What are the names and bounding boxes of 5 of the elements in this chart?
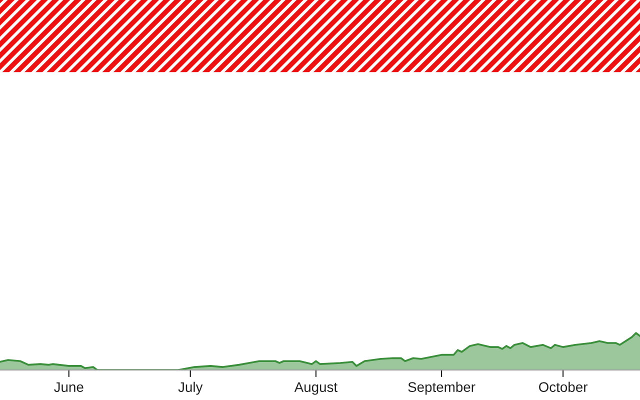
x-tick-label: July	[178, 382, 203, 395]
x-tick-label: June	[54, 382, 84, 392]
x-tick-label: October	[538, 382, 588, 392]
x-tick-label: September	[408, 382, 476, 395]
x-tick-label: August	[294, 382, 338, 395]
